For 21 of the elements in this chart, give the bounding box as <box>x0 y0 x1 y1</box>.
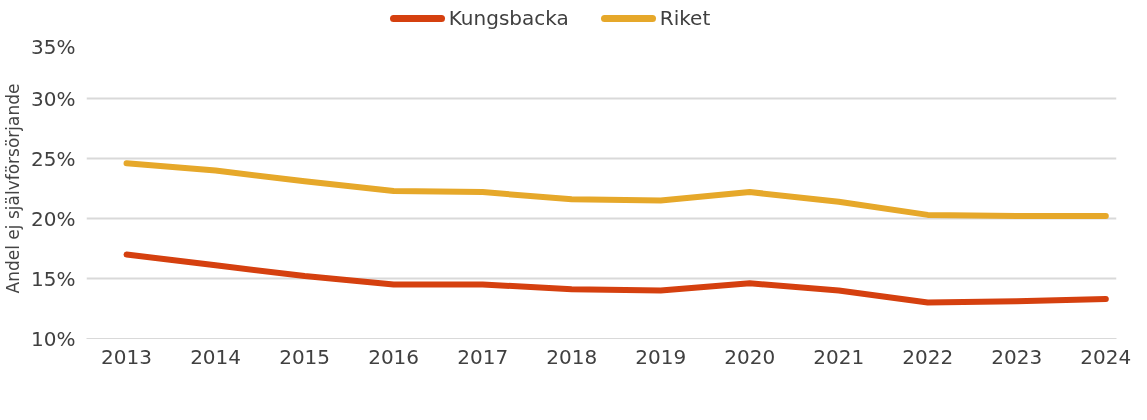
x-tick-label: 2017 <box>457 344 509 369</box>
x-tick-label: 2018 <box>546 344 598 369</box>
y-tick-label: 30% <box>31 86 76 111</box>
y-tick-label: 35% <box>31 34 76 59</box>
legend-label: Kungsbacka <box>448 5 569 32</box>
x-tick-label: 2019 <box>635 344 687 369</box>
x-tick-label: 2022 <box>902 344 954 369</box>
y-tick-label: 20% <box>31 206 76 231</box>
x-tick-label: 2016 <box>368 344 420 369</box>
x-tick-label: 2015 <box>279 344 331 369</box>
y-tick-label: 10% <box>31 326 76 351</box>
x-tick-label: 2024 <box>1080 344 1132 369</box>
x-tick-label: 2014 <box>190 344 242 369</box>
x-tick-label: 2020 <box>724 344 776 369</box>
x-tick-label: 2023 <box>991 344 1043 369</box>
x-tick-label: 2013 <box>101 344 153 369</box>
y-tick-label: 25% <box>31 146 76 171</box>
legend-label: Riket <box>659 5 711 32</box>
y-tick-label: 15% <box>31 266 76 291</box>
x-tick-label: 2021 <box>813 344 865 369</box>
y-axis-title: Andel ej självförsörjande <box>3 83 24 294</box>
